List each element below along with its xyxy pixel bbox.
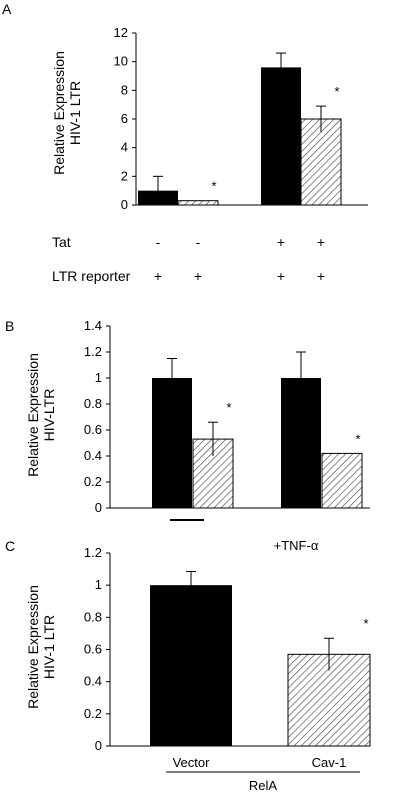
y-tick-label-c: 0.4 — [84, 674, 102, 689]
panel-label-a: A — [2, 1, 12, 17]
bar-a-3 — [261, 67, 301, 206]
y-axis-title-b-line1: Relative Expression — [25, 353, 41, 477]
x-category-label-c: Cav-1 — [312, 755, 347, 770]
y-tick-label-c: 0.6 — [84, 642, 102, 657]
bar-a-2 — [177, 200, 219, 206]
condition-value-tat-1: - — [156, 234, 161, 250]
condition-row-label-ltr-reporter: LTR reporter — [52, 268, 131, 284]
condition-value-tat-4: + — [317, 234, 325, 250]
y-tick-label-a: 8 — [121, 82, 128, 97]
y-tick-label-a: 6 — [121, 111, 128, 126]
y-tick-label-c: 0.8 — [84, 609, 102, 624]
y-tick-label-b: 0.4 — [84, 448, 102, 463]
significance-star-b: * — [226, 400, 231, 415]
y-tick-label-b: 1 — [95, 370, 102, 385]
y-tick-label-b: 0.2 — [84, 474, 102, 489]
condition-value-ltr-4: + — [317, 268, 325, 284]
y-axis-title-a-line2: HIV-1 LTR — [67, 81, 83, 145]
bar-a-4 — [300, 118, 342, 206]
x-category-label-c: Vector — [173, 755, 211, 770]
y-tick-label-b: 0.8 — [84, 396, 102, 411]
significance-star-a: * — [211, 179, 216, 194]
y-tick-label-c: 0 — [95, 738, 102, 753]
bar-b-4 — [321, 452, 363, 509]
condition-value-tat-3: + — [277, 234, 285, 250]
y-tick-label-a: 10 — [114, 54, 128, 69]
y-tick-label-c: 1 — [95, 577, 102, 592]
y-axis-title-c-line1: Relative Expression — [25, 585, 41, 709]
y-axis-title-c-line2: HIV-1 LTR — [41, 615, 57, 679]
y-tick-label-b: 1.4 — [84, 318, 102, 333]
condition-value-ltr-2: + — [194, 268, 202, 284]
y-tick-label-c: 0.2 — [84, 706, 102, 721]
y-tick-label-a: 2 — [121, 168, 128, 183]
y-tick-label-b: 0 — [95, 500, 102, 515]
y-axis-title-a-line1: Relative Expression — [51, 51, 67, 175]
bar-c-1 — [150, 585, 232, 746]
y-tick-label-a: 4 — [121, 140, 128, 155]
significance-star-b: * — [355, 431, 360, 446]
significance-star-c: * — [363, 616, 368, 631]
panel-label-b: B — [5, 318, 14, 334]
y-tick-label-a: 0 — [121, 197, 128, 212]
significance-star-a: * — [334, 84, 339, 99]
condition-value-tat-2: - — [196, 234, 201, 250]
y-axis-title-b-line2: HIV-LTR — [41, 389, 57, 442]
condition-value-ltr-3: + — [277, 268, 285, 284]
condition-value-ltr-1: + — [154, 268, 162, 284]
y-tick-label-a: 12 — [114, 25, 128, 40]
group-label-rela: RelA — [249, 778, 278, 793]
condition-row-label-tat: Tat — [52, 234, 71, 250]
panel-label-c: C — [5, 538, 15, 554]
bar-b-1 — [152, 378, 192, 508]
y-tick-label-b: 1.2 — [84, 344, 102, 359]
y-tick-label-b: 0.6 — [84, 422, 102, 437]
group-label-tnf: +TNF-α — [274, 538, 319, 553]
y-tick-label-c: 1.2 — [84, 545, 102, 560]
